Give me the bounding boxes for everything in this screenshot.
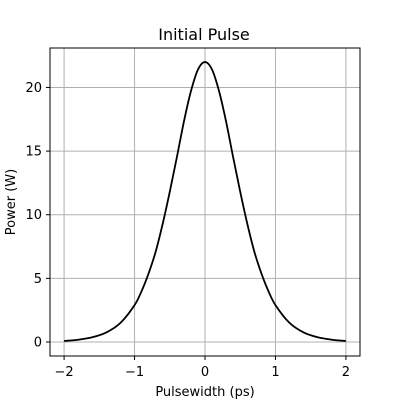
grid — [50, 48, 360, 356]
x-tick-label: 1 — [271, 365, 279, 380]
x-tick-label: 2 — [342, 365, 350, 380]
x-tick-label: 0 — [201, 365, 209, 380]
x-tick-label: −1 — [125, 365, 144, 380]
chart-title: Initial Pulse — [158, 25, 250, 44]
x-tick-label: −2 — [55, 365, 74, 380]
y-axis-ticks: 0 5 10 15 20 — [25, 81, 50, 351]
series-line-initial-pulse — [64, 61, 346, 342]
y-tick-label: 10 — [25, 208, 42, 223]
x-axis-ticks: −2 −1 0 1 2 — [55, 356, 350, 380]
y-tick-label: 20 — [25, 81, 42, 96]
y-axis-label: Power (W) — [4, 169, 19, 235]
x-axis-label: Pulsewidth (ps) — [155, 385, 254, 400]
y-tick-label: 15 — [25, 145, 42, 160]
y-tick-label: 0 — [34, 336, 42, 351]
y-tick-label: 5 — [34, 272, 42, 287]
